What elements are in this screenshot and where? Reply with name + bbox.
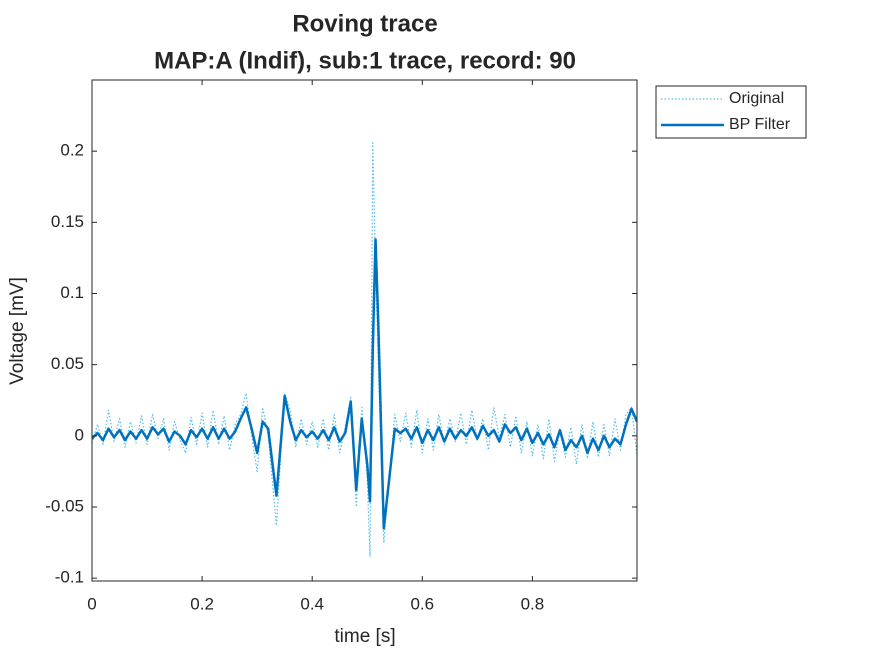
x-tick-label: 0	[87, 594, 96, 613]
legend-label: BP Filter	[729, 116, 791, 133]
plot: 0 0.2 0.4 0.6 0.8 -0.1 -0.05 0 0.05 0.1 0.15 0.2 Ori…	[45, 79, 807, 613]
chart-title: Roving trace	[292, 10, 437, 37]
y-tick-label: -0.1	[55, 568, 84, 587]
legend-box	[655, 85, 807, 139]
series-line	[92, 238, 637, 530]
plot-area	[92, 80, 637, 581]
x-tick-label: 0.2	[190, 594, 214, 613]
x-tick-label: 0.4	[300, 594, 324, 613]
y-tick-label: 0	[75, 425, 84, 444]
y-tick-label: 0.2	[60, 141, 84, 160]
y-tick-label: -0.05	[45, 496, 84, 515]
axes-box	[91, 79, 638, 582]
y-tick-label: 0.1	[60, 283, 84, 302]
y-tick-label: 0.05	[51, 354, 84, 373]
chart-subtitle: MAP:A (Indif), sub:1 trace, record: 90	[154, 47, 576, 74]
x-axis-label: time [s]	[334, 626, 395, 647]
series-line	[92, 140, 637, 558]
x-tick-label: 0.6	[410, 594, 434, 613]
x-tick-label: 0.8	[521, 594, 545, 613]
series-group	[92, 140, 637, 558]
legend-label: Original	[729, 90, 784, 107]
y-axis-label: Voltage [mV]	[7, 277, 28, 385]
y-tick-label: 0.15	[51, 212, 84, 231]
